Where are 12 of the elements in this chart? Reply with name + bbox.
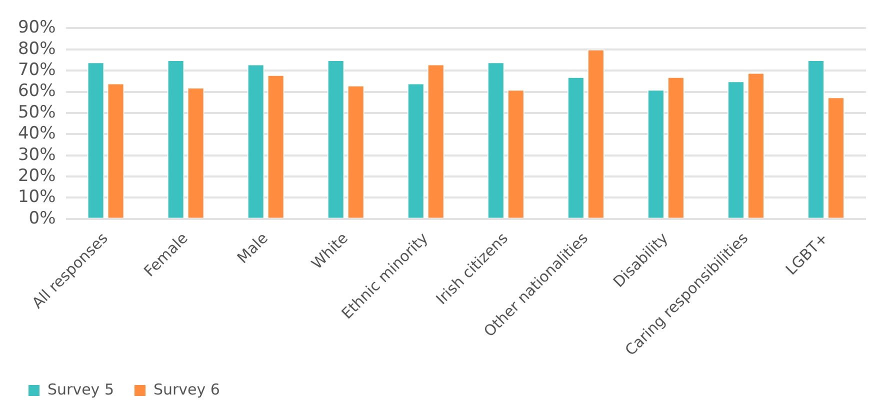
y-tick-label: 40% (18, 124, 56, 144)
y-tick-label: 50% (18, 102, 56, 122)
y-tick-label: 20% (18, 166, 56, 186)
y-tick-label: 70% (18, 60, 56, 80)
y-tick-label: 30% (18, 144, 56, 165)
y-tick-label: 90% (18, 18, 56, 38)
legend-label: Survey 5 (48, 380, 114, 398)
y-tick-label: 80% (18, 38, 56, 59)
y-tick-label: 0% (28, 208, 56, 228)
legend-label: Survey 6 (153, 380, 220, 398)
y-tick-label: 60% (18, 81, 56, 102)
y-tick-label: 10% (18, 187, 56, 208)
